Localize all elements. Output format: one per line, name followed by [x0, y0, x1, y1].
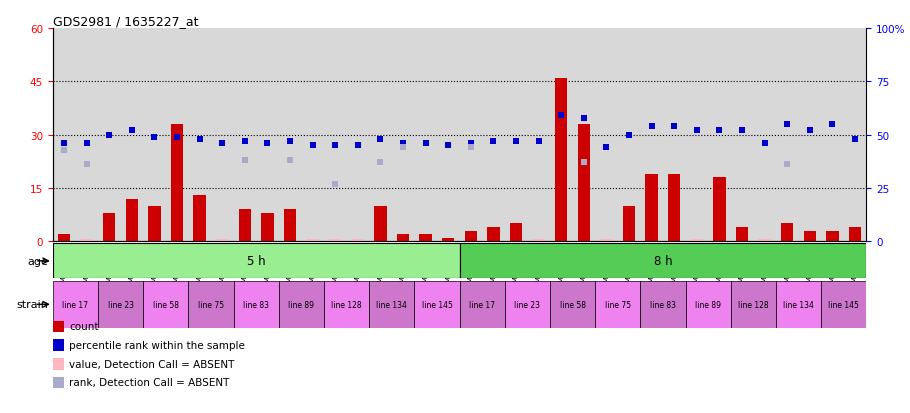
Bar	[465, 231, 477, 242]
Text: line 83: line 83	[650, 300, 676, 309]
Bar	[487, 228, 500, 242]
Bar	[307, 240, 318, 242]
Bar	[420, 235, 432, 242]
Bar	[510, 224, 522, 242]
Bar	[80, 240, 93, 242]
Bar	[601, 240, 612, 242]
Bar	[736, 228, 748, 242]
Text: line 23: line 23	[514, 300, 541, 309]
Bar	[53, 281, 98, 328]
Bar	[143, 281, 188, 328]
Bar	[234, 281, 278, 328]
Text: line 128: line 128	[331, 300, 362, 309]
Text: line 23: line 23	[107, 300, 134, 309]
Bar	[731, 281, 776, 328]
Bar	[194, 195, 206, 242]
Bar	[238, 210, 251, 242]
Text: 8 h: 8 h	[653, 255, 672, 268]
Bar	[460, 281, 505, 328]
Bar	[460, 244, 866, 279]
Bar	[849, 228, 861, 242]
Text: rank, Detection Call = ABSENT: rank, Detection Call = ABSENT	[69, 377, 229, 387]
Bar	[284, 210, 297, 242]
Bar	[821, 281, 866, 328]
Bar	[595, 281, 641, 328]
Bar	[555, 78, 568, 242]
Bar	[550, 281, 595, 328]
Bar	[171, 125, 183, 242]
Text: strain: strain	[16, 299, 48, 310]
Bar	[329, 240, 341, 242]
Text: line 17: line 17	[63, 300, 88, 309]
Text: line 58: line 58	[560, 300, 585, 309]
Text: line 89: line 89	[288, 300, 314, 309]
Text: percentile rank within the sample: percentile rank within the sample	[69, 340, 245, 350]
Bar	[148, 206, 161, 242]
Bar	[261, 213, 274, 242]
Bar	[804, 231, 816, 242]
Text: 5 h: 5 h	[247, 255, 266, 268]
Bar	[641, 281, 685, 328]
Bar	[645, 174, 658, 242]
Text: line 75: line 75	[197, 300, 224, 309]
Text: value, Detection Call = ABSENT: value, Detection Call = ABSENT	[69, 359, 235, 369]
Bar	[188, 281, 234, 328]
Bar	[58, 235, 70, 242]
Text: line 17: line 17	[470, 300, 495, 309]
Bar	[826, 231, 839, 242]
Bar	[691, 240, 703, 242]
Text: line 58: line 58	[153, 300, 178, 309]
Text: line 89: line 89	[695, 300, 721, 309]
Bar	[278, 281, 324, 328]
Bar	[103, 213, 116, 242]
Text: count: count	[69, 322, 98, 332]
Bar	[668, 174, 681, 242]
Bar	[442, 238, 454, 242]
Bar	[532, 240, 545, 242]
Text: line 145: line 145	[421, 300, 452, 309]
Bar	[374, 206, 387, 242]
Text: GDS2981 / 1635227_at: GDS2981 / 1635227_at	[53, 15, 198, 28]
Bar	[414, 281, 460, 328]
Text: line 75: line 75	[604, 300, 631, 309]
Bar	[98, 281, 143, 328]
Bar	[126, 199, 138, 242]
Text: age: age	[27, 256, 48, 266]
Text: line 145: line 145	[828, 300, 859, 309]
Bar	[324, 281, 369, 328]
Bar	[758, 240, 771, 242]
Bar	[369, 281, 414, 328]
Bar	[776, 281, 821, 328]
Bar	[713, 178, 725, 242]
Text: line 83: line 83	[243, 300, 269, 309]
Bar	[505, 281, 550, 328]
Bar	[781, 224, 794, 242]
Bar	[622, 206, 635, 242]
Bar	[397, 235, 410, 242]
Bar	[685, 281, 731, 328]
Bar	[351, 240, 364, 242]
Bar	[216, 240, 228, 242]
Text: line 128: line 128	[738, 300, 769, 309]
Text: line 134: line 134	[377, 300, 407, 309]
Bar	[53, 244, 460, 279]
Bar	[578, 125, 590, 242]
Text: line 134: line 134	[784, 300, 814, 309]
